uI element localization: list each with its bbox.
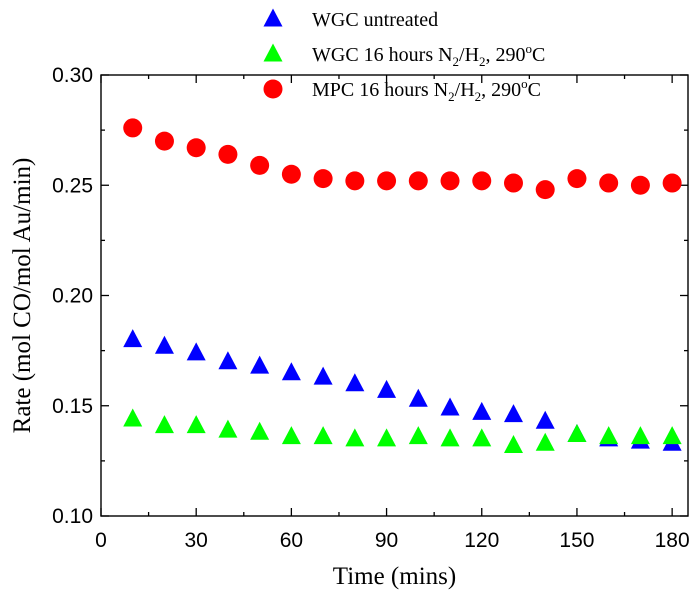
data-point: [281, 362, 301, 381]
data-point: [377, 428, 397, 447]
data-point: [377, 171, 397, 191]
x-axis-label: Time (mins): [333, 563, 456, 590]
data-point: [250, 155, 270, 175]
data-point: [599, 426, 619, 445]
data-point: [440, 428, 460, 447]
data-point: [250, 421, 270, 440]
data-point: [503, 173, 523, 193]
data-point: [123, 118, 143, 138]
data-point: [472, 171, 492, 191]
legend-entry: WGC untreated: [263, 8, 438, 31]
data-point: [535, 180, 555, 200]
data-point: [250, 355, 270, 374]
data-point: [535, 410, 555, 429]
legend-marker: [263, 79, 283, 99]
legend-label: WGC 16 hours N2/H2, 290oC: [312, 41, 545, 69]
x-tick-label: 0: [95, 529, 107, 552]
data-point: [186, 138, 206, 158]
data-point: [218, 351, 238, 370]
data-point: [567, 423, 587, 442]
legend-label: WGC untreated: [312, 9, 438, 31]
y-axis-ticks: 0.10 0.15 0.20 0.25 0.30: [52, 64, 688, 528]
plot-frame: [100, 74, 689, 517]
y-tick-label: 0.15: [52, 395, 93, 418]
data-point: [218, 144, 238, 164]
data-point: [503, 404, 523, 423]
x-tick-label: 150: [559, 529, 594, 552]
data-point: [472, 401, 492, 420]
data-point: [281, 426, 301, 445]
data-point: [154, 131, 174, 151]
y-tick-label: 0.25: [52, 174, 93, 197]
data-point: [186, 342, 206, 361]
data-point: [440, 171, 460, 191]
data-point: [472, 428, 492, 447]
y-tick-label: 0.20: [52, 285, 93, 308]
data-point: [503, 435, 523, 453]
x-tick-label: 30: [185, 529, 208, 552]
data-point: [567, 169, 587, 189]
data-point: [186, 415, 206, 434]
legend: WGC untreated WGC 16 hours N2/H2, 290oC MP…: [263, 8, 545, 104]
data-point: [313, 426, 333, 445]
x-axis-ticks: 0 30 60 90 120 150 180: [95, 75, 690, 552]
plot-border: [100, 74, 689, 517]
data-point: [408, 388, 428, 407]
series-layer: [123, 118, 682, 453]
y-tick-label: 0.30: [52, 64, 93, 87]
legend-label: MPC 16 hours N2/H2, 290oC: [312, 76, 541, 104]
data-point: [123, 329, 143, 348]
y-axis-label: Rate (mol CO/mol Au/min): [9, 158, 36, 434]
data-point: [154, 415, 174, 434]
data-point: [123, 408, 143, 427]
x-tick-label: 90: [375, 529, 398, 552]
data-point: [345, 373, 365, 392]
data-point: [281, 164, 301, 184]
y-tick-label: 0.10: [52, 505, 93, 528]
legend-entry: MPC 16 hours N2/H2, 290oC: [263, 76, 541, 104]
data-point: [662, 173, 682, 193]
data-point: [218, 419, 238, 438]
data-point: [408, 426, 428, 445]
x-tick-label: 120: [464, 529, 499, 552]
data-point: [440, 397, 460, 416]
series-1: [123, 329, 682, 451]
data-point: [535, 432, 555, 451]
data-point: [599, 173, 619, 193]
data-point: [345, 428, 365, 447]
data-point: [313, 169, 333, 189]
x-tick-label: 180: [655, 529, 690, 552]
legend-marker: [263, 43, 283, 62]
data-point: [345, 171, 365, 191]
legend-entry: WGC 16 hours N2/H2, 290oC: [263, 41, 545, 69]
data-point: [154, 335, 174, 354]
legend-marker: [263, 8, 283, 27]
data-point: [630, 175, 650, 195]
data-point: [630, 426, 650, 445]
data-point: [662, 426, 682, 445]
series-2: [123, 408, 682, 453]
data-point: [408, 171, 428, 191]
x-tick-label: 60: [280, 529, 303, 552]
series-3: [123, 118, 682, 200]
data-point: [377, 379, 397, 398]
data-point: [313, 366, 333, 385]
